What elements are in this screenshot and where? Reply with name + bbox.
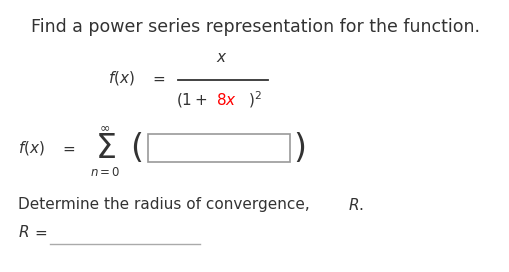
Text: $=$: $=$ [32,224,48,240]
Text: $($: $($ [130,131,142,165]
Text: $\infty$: $\infty$ [99,122,110,134]
Text: $\Sigma$: $\Sigma$ [94,131,115,165]
Text: $R$: $R$ [18,224,29,240]
Text: $f(x)$: $f(x)$ [18,139,45,157]
Text: $x$: $x$ [216,50,228,64]
Text: $)^2$: $)^2$ [247,90,261,110]
Text: Find a power series representation for the function.: Find a power series representation for t… [31,18,478,36]
Text: $(1 + $: $(1 + $ [176,91,207,109]
Text: $n = 0$: $n = 0$ [90,165,120,178]
Text: $f(x)$: $f(x)$ [108,69,135,87]
Text: $=$: $=$ [60,141,76,156]
Text: $=$: $=$ [150,70,166,85]
Text: $R.$: $R.$ [347,197,363,213]
Text: $)$: $)$ [293,131,304,165]
Text: $8x$: $8x$ [216,92,236,108]
Text: Determine the radius of convergence,: Determine the radius of convergence, [18,197,314,212]
